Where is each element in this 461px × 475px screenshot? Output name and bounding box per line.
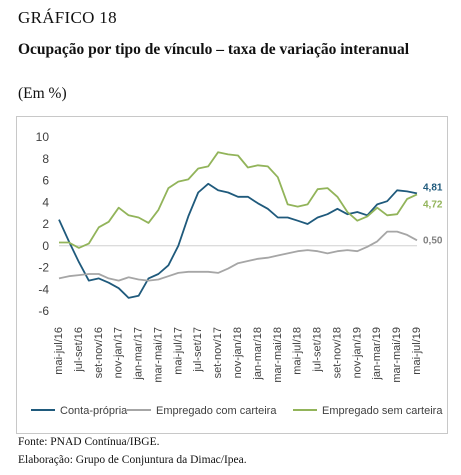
chart-number-label: GRÁFICO 18	[18, 8, 117, 27]
series-line-1	[58, 182, 418, 299]
x-tick-label: mai-jul/16	[53, 327, 65, 375]
x-tick-label: jan-mar/17	[133, 327, 145, 381]
x-tick-label: nov-jan/19	[351, 327, 363, 378]
end-value-label: 4,81	[423, 182, 443, 193]
series-line-3	[59, 151, 418, 249]
x-tick-label: jul-set/16	[73, 327, 85, 373]
legend-label: Empregado com carteira	[156, 405, 277, 417]
x-tick-label: set-nov/17	[212, 327, 224, 378]
x-tick-label: mar-mai/17	[152, 327, 164, 383]
chart-unit-subtitle: (Em %)	[18, 85, 67, 102]
y-tick-label: 4	[42, 195, 49, 209]
end-value-label: 4,72	[423, 199, 443, 210]
end-value-label: 0,50	[423, 235, 443, 246]
elaboration-note: Elaboração: Grupo de Conjuntura da Dimac…	[18, 454, 247, 466]
x-tick-label: jan-mar/19	[371, 327, 383, 381]
legend-label: Empregado sem carteira	[322, 405, 443, 417]
y-tick-label: -2	[38, 261, 49, 275]
y-tick-label: -4	[38, 282, 49, 296]
x-tick-label: jul-set/17	[192, 327, 204, 373]
x-tick-label: jul-set/18	[312, 327, 324, 373]
y-tick-label: 10	[36, 130, 50, 144]
series-line-2	[58, 230, 418, 282]
x-tick-label: nov-jan/17	[113, 327, 125, 378]
x-tick-label: set-nov/16	[93, 327, 105, 378]
y-tick-label: 0	[42, 239, 49, 253]
y-tick-label: 2	[42, 217, 49, 231]
x-tick-label: mai-jul/19	[411, 327, 423, 375]
x-tick-label: nov-jan/18	[232, 327, 244, 378]
y-tick-label: 8	[42, 152, 49, 166]
x-tick-label: jan-mar/18	[252, 327, 264, 381]
source-note: Fonte: PNAD Contínua/IBGE.	[18, 436, 160, 448]
chart-frame: -6 -4 -2 0 2 4 6 8 10 mai-jul/16 jul-set/16 set-nov…	[16, 116, 448, 434]
chart-title: Ocupação por tipo de vínculo – taxa de v…	[18, 41, 410, 58]
x-tick-label: set-nov/18	[331, 327, 343, 378]
y-tick-label: 6	[42, 174, 49, 188]
legend-label: Conta-própria	[60, 405, 128, 417]
y-tick-label: -6	[38, 304, 49, 318]
x-tick-label: mai-jul/17	[172, 327, 184, 375]
x-tick-label: mar-mai/19	[391, 327, 403, 383]
line-chart: -6 -4 -2 0 2 4 6 8 10 mai-jul/16 jul-set/16 set-nov…	[31, 130, 443, 417]
x-tick-label: mar-mai/18	[272, 327, 284, 383]
x-tick-label: mai-jul/18	[292, 327, 304, 375]
